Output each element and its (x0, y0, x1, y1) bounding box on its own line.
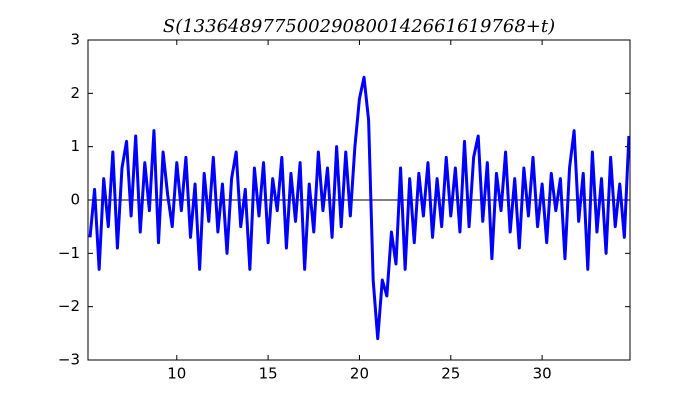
data-line (88, 75, 631, 341)
x-tick-label: 30 (533, 365, 552, 383)
y-tick-label: −2 (58, 297, 80, 315)
x-tick-label: 25 (441, 365, 460, 383)
y-tick-label: 1 (70, 137, 80, 155)
x-tick-label: 15 (259, 365, 278, 383)
y-tick-label: −1 (58, 244, 80, 262)
y-tick-label: 0 (70, 191, 80, 209)
y-tick-label: 3 (70, 31, 80, 49)
y-tick-label: 2 (70, 84, 80, 102)
x-tick-label: 10 (167, 365, 186, 383)
y-tick-label: −3 (58, 351, 80, 369)
plot-frame (87, 39, 631, 361)
chart-title: S(133648977500290800142661619768+t) (163, 16, 555, 37)
x-tick-label: 20 (350, 365, 369, 383)
